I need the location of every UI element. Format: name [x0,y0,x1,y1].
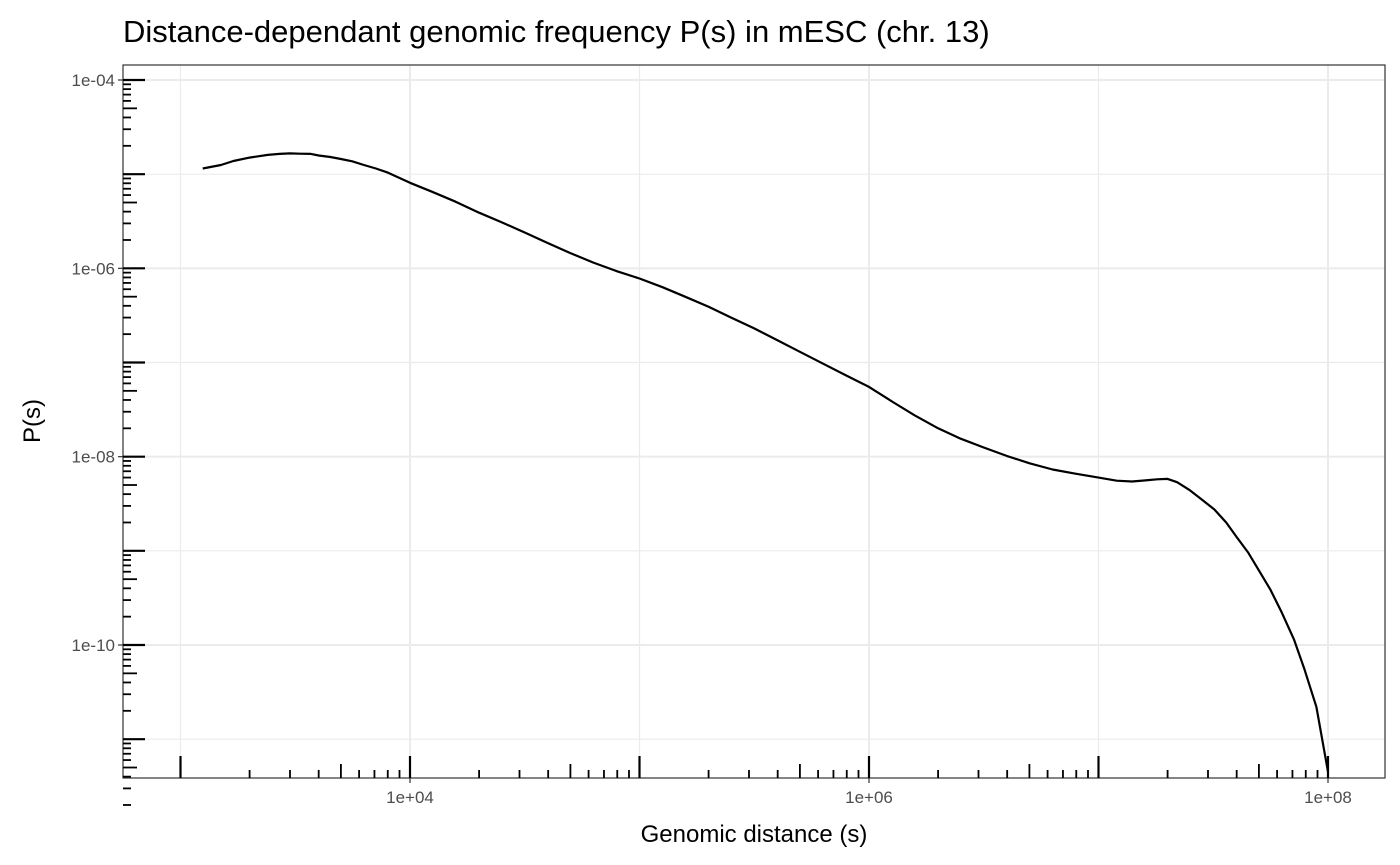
x-axis-title: Genomic distance (s) [641,821,868,848]
plot-area [202,152,1330,772]
chart-title: Distance-dependant genomic frequency P(s… [123,14,990,49]
y-tick-label: 1e-04 [72,71,115,90]
plot-background [123,65,1385,778]
axes: 1e+04 1e+06 1e+08 1e-04 1e-06 1e-08 1e-10 [72,71,1352,807]
y-tick-label: 1e-08 [72,448,115,467]
y-tick-label: 1e-10 [72,636,115,655]
panel-border [122,64,1386,779]
x-tick-label: 1e+04 [386,788,434,807]
x-tick-label: 1e+06 [845,788,893,807]
y-tick-label: 1e-06 [72,259,115,278]
y-axis-title: P(s) [19,399,46,443]
grid-lines [123,65,1385,778]
x-tick-label: 1e+08 [1304,788,1352,807]
series-line [202,152,1330,772]
